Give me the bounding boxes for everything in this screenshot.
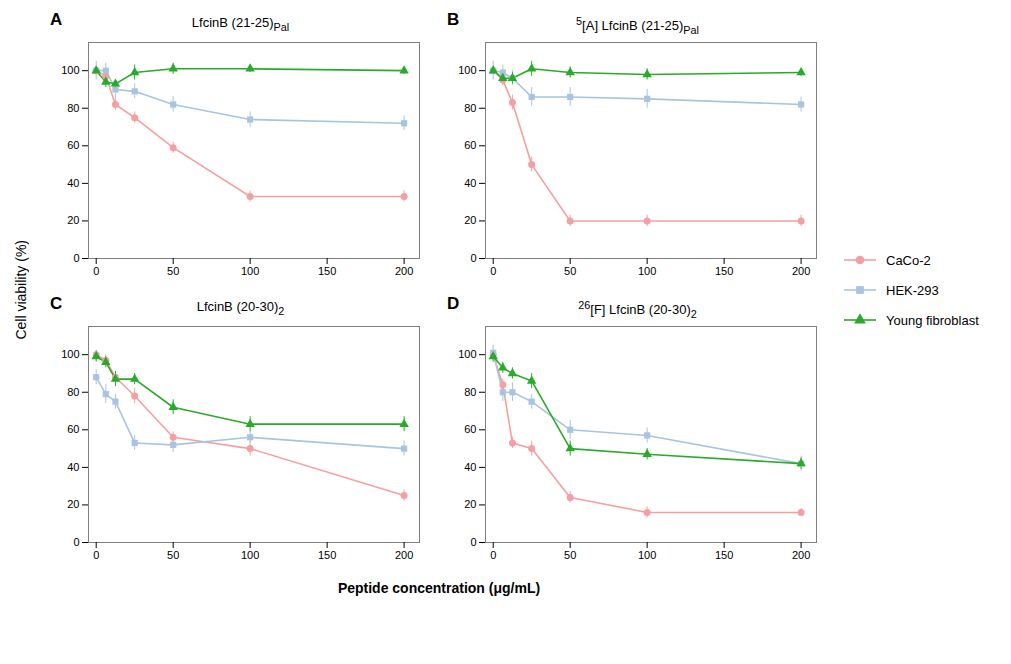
svg-text:100: 100 bbox=[61, 64, 79, 76]
svg-text:150: 150 bbox=[715, 265, 733, 277]
svg-text:100: 100 bbox=[638, 265, 656, 277]
html-text:HEK-293: HEK-293 bbox=[886, 282, 939, 298]
svg-text:150: 150 bbox=[318, 549, 336, 561]
html-text:B: B bbox=[447, 10, 460, 29]
svg-text:60: 60 bbox=[67, 139, 79, 151]
svg-text:0: 0 bbox=[73, 252, 79, 264]
svg-text:80: 80 bbox=[67, 102, 79, 114]
svg-text:50: 50 bbox=[167, 265, 179, 277]
svg-text:0: 0 bbox=[93, 265, 99, 277]
svg-text:100: 100 bbox=[458, 64, 476, 76]
svg-text:0: 0 bbox=[470, 536, 476, 548]
svg-text:40: 40 bbox=[464, 177, 476, 189]
html-text:Young fibroblast: Young fibroblast bbox=[886, 312, 979, 328]
html-text:26[F] LfcinB (20-30)2: 26[F] LfcinB (20-30)2 bbox=[578, 299, 697, 320]
svg-text:80: 80 bbox=[464, 386, 476, 398]
svg-text:0: 0 bbox=[490, 265, 496, 277]
svg-text:0: 0 bbox=[470, 252, 476, 264]
svg-text:80: 80 bbox=[67, 386, 79, 398]
html-text:5[A] LfcinB (21-25)Pal: 5[A] LfcinB (21-25)Pal bbox=[576, 15, 699, 36]
svg-text:50: 50 bbox=[564, 549, 576, 561]
html-text:Peptide concentration (μg/mL): Peptide concentration (μg/mL) bbox=[337, 580, 541, 596]
svg-text:100: 100 bbox=[458, 348, 476, 360]
svg-text:40: 40 bbox=[67, 177, 79, 189]
svg-text:50: 50 bbox=[564, 265, 576, 277]
svg-text:100: 100 bbox=[241, 549, 259, 561]
svg-text:40: 40 bbox=[464, 461, 476, 473]
svg-text:60: 60 bbox=[464, 423, 476, 435]
svg-text:0: 0 bbox=[73, 536, 79, 548]
html-text:LfcinB (20-30)2: LfcinB (20-30)2 bbox=[196, 299, 285, 317]
svg-text:100: 100 bbox=[241, 265, 259, 277]
html-text:LfcinB (21-25)Pal: LfcinB (21-25)Pal bbox=[191, 15, 290, 33]
svg-text:40: 40 bbox=[67, 461, 79, 473]
svg-text:20: 20 bbox=[464, 498, 476, 510]
svg-text:150: 150 bbox=[318, 265, 336, 277]
svg-text:0: 0 bbox=[490, 549, 496, 561]
html-text:Cell viability (%): Cell viability (%) bbox=[13, 240, 29, 340]
html-text:CaCo-2: CaCo-2 bbox=[886, 252, 931, 268]
svg-text:200: 200 bbox=[792, 265, 810, 277]
svg-text:60: 60 bbox=[67, 423, 79, 435]
html-text:A: A bbox=[50, 10, 63, 29]
svg-text:20: 20 bbox=[67, 498, 79, 510]
svg-text:150: 150 bbox=[715, 549, 733, 561]
svg-text:100: 100 bbox=[61, 348, 79, 360]
svg-text:200: 200 bbox=[792, 549, 810, 561]
svg-text:200: 200 bbox=[395, 265, 413, 277]
svg-text:0: 0 bbox=[93, 549, 99, 561]
html-text:D: D bbox=[447, 294, 460, 313]
svg-text:50: 50 bbox=[167, 549, 179, 561]
svg-text:20: 20 bbox=[67, 214, 79, 226]
html-text:C: C bbox=[50, 294, 63, 313]
svg-text:80: 80 bbox=[464, 102, 476, 114]
svg-text:200: 200 bbox=[395, 549, 413, 561]
svg-text:100: 100 bbox=[638, 549, 656, 561]
svg-text:60: 60 bbox=[464, 139, 476, 151]
svg-text:20: 20 bbox=[464, 214, 476, 226]
